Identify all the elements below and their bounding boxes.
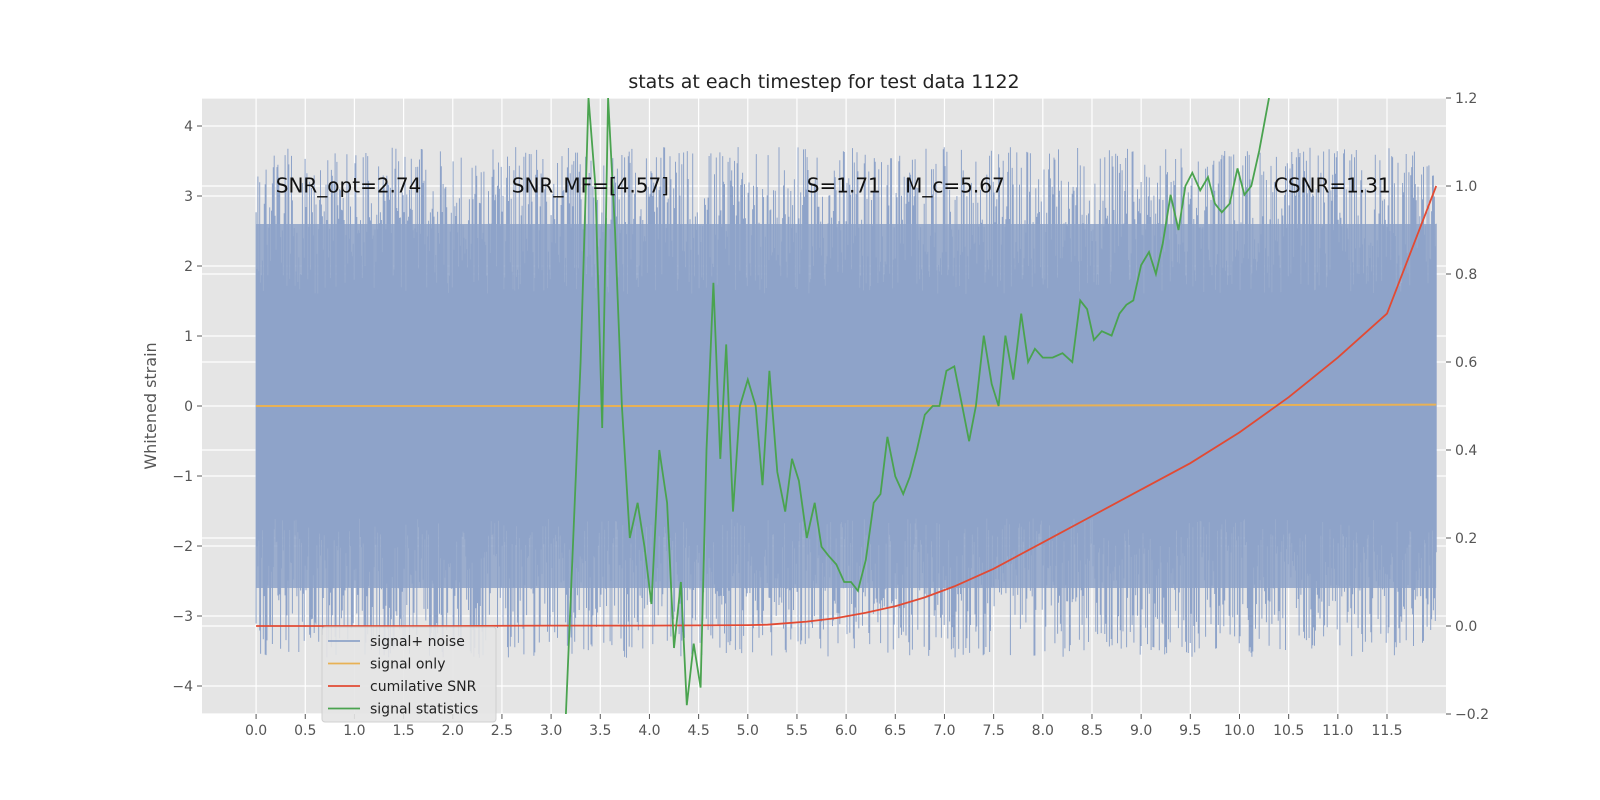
noise-trace	[255, 147, 1437, 658]
series-line-3	[565, 98, 1270, 714]
x-tick-label: 5.5	[786, 723, 808, 739]
y2-tick-label: −0.2	[1455, 707, 1489, 723]
x-tick-label: 0.0	[245, 723, 267, 739]
x-tick-label: 6.5	[884, 723, 906, 739]
series-line-1	[256, 403, 1437, 407]
legend-label: signal only	[370, 657, 445, 673]
annotation-0: SNR_opt=2.74	[276, 174, 422, 198]
y2-tick-label: 0.0	[1455, 619, 1477, 635]
y-tick-label: 2	[184, 259, 193, 275]
series-lines	[256, 98, 1438, 714]
ticks: 0.0 0.5 1.0 1.5 2.0 2.5 3.0 3.5 4.0 4.5 5.0 5.5 6.0 6…	[172, 91, 1489, 739]
legend-label: cumilative SNR	[370, 679, 477, 695]
x-tick-label: 4.0	[638, 723, 660, 739]
x-tick-label: 7.5	[983, 723, 1005, 739]
y-tick-label: −3	[172, 609, 193, 625]
x-tick-label: 8.0	[1032, 723, 1054, 739]
annotation-4: CSNR=1.31	[1274, 174, 1391, 198]
y-tick-label: −4	[172, 679, 193, 695]
annotations: SNR_opt=2.74 SNR_MF=[4.57] S=1.71 M_c=5.67 C…	[276, 174, 1391, 198]
x-tick-label: 11.0	[1322, 723, 1353, 739]
x-tick-label: 3.5	[589, 723, 611, 739]
x-tick-label: 3.0	[540, 723, 562, 739]
x-tick-label: 1.0	[343, 723, 365, 739]
y-tick-label: 4	[184, 119, 193, 135]
x-tick-label: 1.5	[392, 723, 414, 739]
y-tick-label: 0	[184, 399, 193, 415]
y-tick-label: 1	[184, 329, 193, 345]
y2-tick-label: 0.4	[1455, 443, 1477, 459]
x-tick-label: 6.0	[835, 723, 857, 739]
x-tick-label: 9.0	[1130, 723, 1152, 739]
legend: signal+ noise signal only cumilative SNR si…	[321, 626, 497, 723]
y2-tick-label: 0.2	[1455, 531, 1477, 547]
legend-label: signal statistics	[370, 702, 478, 718]
y-axis-label: Whitened strain	[141, 342, 160, 469]
chart-title: stats at each timestep for test data 112…	[628, 71, 1019, 93]
x-tick-label: 10.0	[1224, 723, 1255, 739]
x-tick-label: 4.5	[687, 723, 709, 739]
x-tick-label: 8.5	[1081, 723, 1103, 739]
legend-label: signal+ noise	[370, 634, 465, 650]
x-tick-label: 11.5	[1371, 723, 1402, 739]
y-tick-label: 3	[184, 189, 193, 205]
annotation-3: M_c=5.67	[905, 174, 1005, 198]
legend-box	[321, 626, 497, 723]
x-tick-label: 5.0	[737, 723, 759, 739]
y2-tick-label: 0.8	[1455, 267, 1477, 283]
y2-tick-label: 1.2	[1455, 91, 1477, 107]
y-tick-label: −1	[172, 469, 193, 485]
annotation-2: S=1.71	[807, 174, 881, 198]
x-tick-label: 9.5	[1179, 723, 1201, 739]
x-tick-label: 2.5	[491, 723, 513, 739]
x-tick-label: 2.0	[442, 723, 464, 739]
x-tick-label: 0.5	[294, 723, 316, 739]
series-line-2	[256, 185, 1438, 627]
y2-tick-label: 1.0	[1455, 179, 1477, 195]
y-tick-label: −2	[172, 539, 193, 555]
x-tick-label: 7.0	[933, 723, 955, 739]
y2-tick-label: 0.6	[1455, 355, 1477, 371]
annotation-1: SNR_MF=[4.57]	[512, 174, 669, 198]
x-tick-label: 10.5	[1273, 723, 1304, 739]
